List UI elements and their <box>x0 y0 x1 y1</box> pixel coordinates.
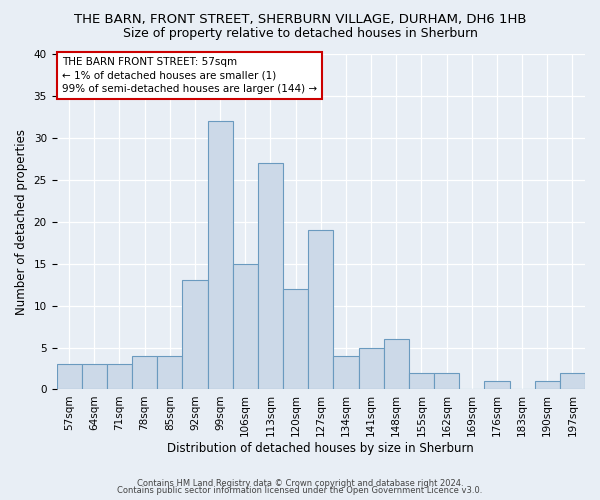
Bar <box>208 121 233 390</box>
Bar <box>182 280 208 390</box>
Bar <box>560 372 585 390</box>
Bar <box>283 289 308 390</box>
Bar <box>157 356 182 390</box>
Bar <box>484 381 509 390</box>
Bar <box>409 372 434 390</box>
X-axis label: Distribution of detached houses by size in Sherburn: Distribution of detached houses by size … <box>167 442 474 455</box>
Text: THE BARN, FRONT STREET, SHERBURN VILLAGE, DURHAM, DH6 1HB: THE BARN, FRONT STREET, SHERBURN VILLAGE… <box>74 12 526 26</box>
Text: THE BARN FRONT STREET: 57sqm
← 1% of detached houses are smaller (1)
99% of semi: THE BARN FRONT STREET: 57sqm ← 1% of det… <box>62 58 317 94</box>
Bar <box>233 264 258 390</box>
Bar <box>56 364 82 390</box>
Bar <box>535 381 560 390</box>
Bar <box>334 356 359 390</box>
Y-axis label: Number of detached properties: Number of detached properties <box>15 128 28 314</box>
Bar <box>82 364 107 390</box>
Bar <box>308 230 334 390</box>
Bar <box>258 163 283 390</box>
Bar <box>359 348 383 390</box>
Bar <box>132 356 157 390</box>
Text: Contains HM Land Registry data © Crown copyright and database right 2024.: Contains HM Land Registry data © Crown c… <box>137 478 463 488</box>
Bar <box>107 364 132 390</box>
Text: Contains public sector information licensed under the Open Government Licence v3: Contains public sector information licen… <box>118 486 482 495</box>
Text: Size of property relative to detached houses in Sherburn: Size of property relative to detached ho… <box>122 28 478 40</box>
Bar <box>383 339 409 390</box>
Bar <box>434 372 459 390</box>
